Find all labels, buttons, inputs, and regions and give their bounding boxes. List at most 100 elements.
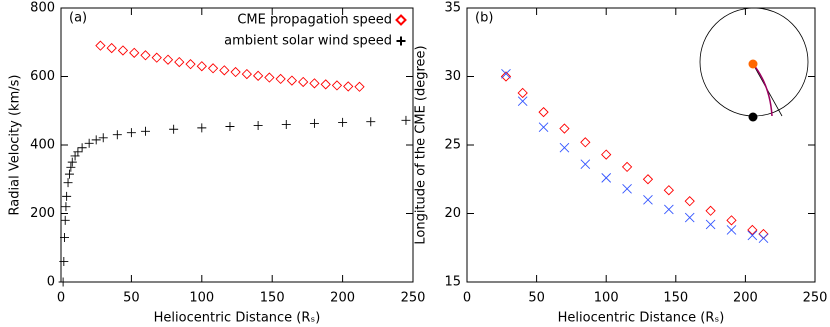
data-point <box>59 256 69 266</box>
data-point <box>60 232 70 242</box>
data-point <box>197 123 207 133</box>
data-point <box>63 178 73 188</box>
y-tick-label: 400 <box>30 138 55 153</box>
x-tick-label: 50 <box>123 291 140 306</box>
data-point <box>169 124 179 134</box>
data-point <box>331 80 343 91</box>
data-point <box>705 219 716 230</box>
inset-path <box>752 63 773 117</box>
data-point <box>66 162 76 172</box>
x-tick-label: 250 <box>401 291 426 306</box>
data-point <box>286 75 298 86</box>
data-point <box>95 40 106 51</box>
x-tick-label: 50 <box>528 291 545 306</box>
data-point <box>726 215 737 226</box>
x-tick-label: 150 <box>260 291 285 306</box>
data-point <box>559 123 570 134</box>
x-tick-label: 200 <box>733 291 758 306</box>
y-tick-label: 0 <box>47 275 55 290</box>
data-point <box>664 204 674 215</box>
data-point <box>61 202 71 212</box>
data-point <box>747 230 758 241</box>
y-tick-label: 30 <box>444 69 461 84</box>
data-point <box>252 70 264 81</box>
data-point <box>62 191 72 201</box>
data-point <box>366 117 376 127</box>
data-point <box>517 96 528 106</box>
x-tick-label: 250 <box>803 291 828 306</box>
inset-earth <box>748 112 758 122</box>
data-point <box>264 72 275 83</box>
data-point <box>140 50 151 61</box>
data-point <box>580 159 591 169</box>
data-point <box>77 143 87 153</box>
data-point <box>501 68 511 79</box>
x-axis-label: Heliocentric Distance (Rₛ) <box>558 311 725 326</box>
x-tick-label: 0 <box>57 291 65 306</box>
legend-label: CME propagation speed <box>237 13 392 28</box>
data-point <box>320 79 331 90</box>
legend-marker <box>395 14 407 26</box>
data-point <box>185 59 196 70</box>
data-point <box>126 128 136 138</box>
data-point <box>140 126 150 136</box>
data-point <box>298 76 309 88</box>
data-point <box>500 71 512 82</box>
data-point <box>580 137 591 148</box>
data-point <box>758 233 769 243</box>
data-point <box>207 63 219 74</box>
data-point <box>726 225 737 235</box>
data-point <box>253 120 263 130</box>
y-tick-label: 200 <box>30 206 55 221</box>
data-point <box>621 161 633 173</box>
data-point <box>642 174 654 185</box>
inset-diagram <box>699 7 809 122</box>
x-tick-label: 0 <box>463 291 471 306</box>
data-point <box>643 194 653 205</box>
data-point <box>151 52 162 63</box>
data-point <box>343 81 354 92</box>
data-point <box>106 42 117 54</box>
data-point <box>91 135 101 145</box>
data-point <box>112 130 122 140</box>
plot-frame <box>60 7 414 283</box>
x-tick-label: 100 <box>189 291 214 306</box>
data-point <box>559 142 570 153</box>
data-point <box>684 196 695 207</box>
x-axis-label: Heliocentric Distance (Rₛ) <box>154 311 321 326</box>
data-point <box>401 115 411 125</box>
inset-sun <box>748 59 758 69</box>
data-point <box>354 81 365 92</box>
data-point <box>309 118 319 128</box>
data-point <box>58 277 68 287</box>
data-point <box>196 61 207 72</box>
data-point <box>162 54 174 65</box>
x-tick-label: 100 <box>594 291 619 306</box>
data-point <box>601 173 612 183</box>
x-tick-label: 200 <box>330 291 355 306</box>
data-point <box>219 65 230 76</box>
data-point <box>241 68 252 80</box>
data-point <box>747 224 758 236</box>
data-point <box>84 138 94 148</box>
y-tick-label: 25 <box>444 138 461 153</box>
x-tick-label: 150 <box>663 291 688 306</box>
y-tick-label: 15 <box>444 275 461 290</box>
data-point <box>538 122 549 133</box>
y-tick-label: 35 <box>444 1 461 16</box>
data-point <box>338 117 348 127</box>
y-axis-label: Radial Velocity (km/s) <box>8 75 23 216</box>
panel-label: (b) <box>475 11 493 26</box>
y-tick-label: 20 <box>444 206 461 221</box>
y-tick-label: 600 <box>30 69 55 84</box>
data-point <box>64 169 74 179</box>
data-point <box>622 184 632 194</box>
y-axis-label: Longitude of the CME (degree) <box>414 45 429 244</box>
legend-label: ambient solar wind speed <box>224 34 392 49</box>
legend-marker <box>396 36 406 46</box>
data-point <box>73 147 83 157</box>
data-point <box>705 205 716 216</box>
data-point <box>275 73 286 85</box>
